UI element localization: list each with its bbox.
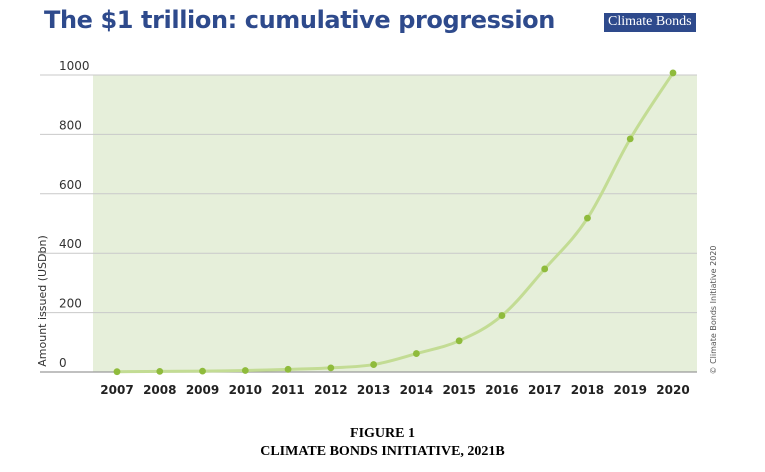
data-point-2015 (455, 337, 463, 345)
x-tick-label: 2011 (271, 383, 304, 397)
data-point-2016 (498, 312, 506, 319)
x-tick-label: 2013 (357, 383, 390, 397)
data-point-2018 (584, 214, 591, 222)
x-tick-label: 2007 (100, 383, 133, 397)
x-tick-label: 2018 (571, 383, 604, 397)
copyright-notice: © Climate Bonds Initiative 2020 (709, 246, 718, 375)
data-point-2019 (626, 135, 634, 143)
x-tick-label: 2012 (314, 383, 347, 397)
data-point-2013 (370, 361, 378, 368)
plot-background (93, 75, 697, 372)
data-point-2014 (412, 350, 420, 357)
y-tick-label: 0 (59, 356, 67, 370)
y-tick-label: 800 (59, 118, 82, 132)
data-point-2012 (327, 364, 335, 372)
y-axis-label: Amount issued (USDbn) (36, 235, 49, 367)
data-point-2009 (199, 367, 206, 375)
data-points (113, 69, 677, 376)
x-tick-label: 2008 (143, 383, 176, 397)
y-tick-label: 1000 (59, 59, 90, 73)
y-tick-label: 200 (59, 297, 82, 311)
data-point-2020 (669, 69, 677, 77)
chart-title: The $1 trillion: cumulative progression (44, 6, 555, 34)
x-tick-label: 2014 (400, 383, 433, 397)
x-tick-labels: 2007 2008 2009 2010 2011 2012 2013 2014 2015 2016… (100, 383, 689, 397)
x-tick-label: 2009 (186, 383, 219, 397)
x-tick-label: 2016 (485, 383, 518, 397)
data-point-2007 (113, 368, 121, 376)
data-point-2008 (156, 368, 164, 375)
figure-caption-number: FIGURE 1 (350, 426, 415, 441)
x-tick-label: 2010 (229, 383, 262, 397)
climate-bonds-logo: Climate Bonds (604, 13, 696, 32)
x-tick-label: 2020 (656, 383, 689, 397)
data-point-2011 (284, 365, 292, 373)
y-tick-label: 400 (59, 237, 82, 251)
x-tick-label: 2015 (442, 383, 475, 397)
data-point-2010 (241, 367, 249, 374)
x-tick-label: 2019 (614, 383, 647, 397)
data-point-2017 (541, 265, 549, 273)
y-tick-label: 600 (59, 178, 82, 192)
x-tick-label: 2017 (528, 383, 561, 397)
y-tick-labels: 0 200 400 600 800 1000 (59, 59, 90, 370)
figure-caption-source: CLIMATE BONDS INITIATIVE, 2021B (260, 444, 505, 459)
